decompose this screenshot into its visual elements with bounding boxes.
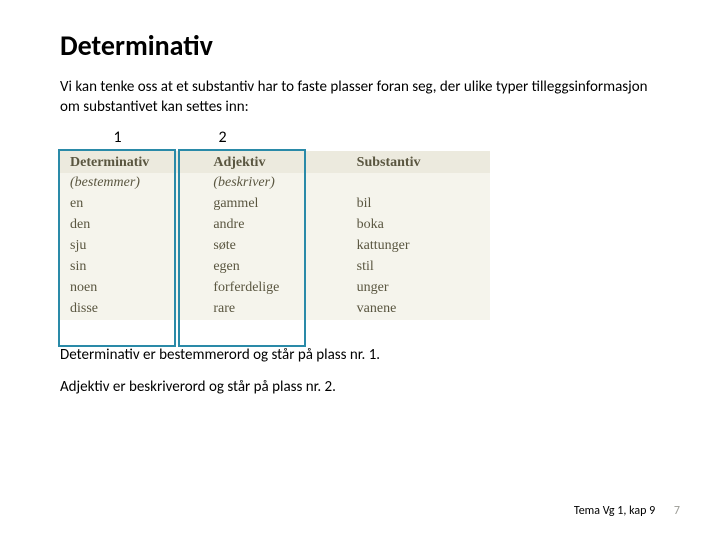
cell: kattunger <box>347 236 490 257</box>
table-row: sin egen stil <box>60 257 490 278</box>
cell: forferdelige <box>203 278 346 299</box>
table-desc-row: (bestemmer) (beskriver) <box>60 173 490 194</box>
note-2: Adjektiv er beskriverord og står på plas… <box>60 378 660 396</box>
cell: egen <box>203 257 346 278</box>
table-row: noen forferdelige unger <box>60 278 490 299</box>
intro-text: Vi kan tenke oss at et substantiv har to… <box>60 77 660 118</box>
footer: Tema Vg 1, kap 9 7 <box>574 504 680 518</box>
cell: bil <box>347 194 490 215</box>
table-row: den andre boka <box>60 215 490 236</box>
header-determinativ: Determinativ <box>60 151 203 173</box>
cell: stil <box>347 257 490 278</box>
cell: søte <box>203 236 346 257</box>
cell: disse <box>60 299 203 320</box>
table-header-row: Determinativ Adjektiv Substantiv <box>60 151 490 173</box>
note-1: Determinativ er bestemmerord og står på … <box>60 346 660 364</box>
grammar-table-wrap: Determinativ Adjektiv Substantiv (bestem… <box>60 151 490 320</box>
footer-ref: Tema Vg 1, kap 9 <box>574 504 655 518</box>
cell: sju <box>60 236 203 257</box>
column-numbers: 1 2 <box>60 128 660 147</box>
cell: noen <box>60 278 203 299</box>
cell: rare <box>203 299 346 320</box>
number-1: 1 <box>60 128 165 147</box>
header-substantiv: Substantiv <box>347 151 490 173</box>
cell: andre <box>203 215 346 236</box>
footer-page: 7 <box>674 504 680 518</box>
page-title: Determinativ <box>60 28 660 63</box>
cell: en <box>60 194 203 215</box>
desc-substantiv <box>347 173 490 194</box>
table-row: disse rare vanene <box>60 299 490 320</box>
desc-determinativ: (bestemmer) <box>60 173 203 194</box>
header-adjektiv: Adjektiv <box>203 151 346 173</box>
table-row: en gammel bil <box>60 194 490 215</box>
table-row: sju søte kattunger <box>60 236 490 257</box>
grammar-table: Determinativ Adjektiv Substantiv (bestem… <box>60 151 490 320</box>
cell: unger <box>347 278 490 299</box>
cell: den <box>60 215 203 236</box>
cell: sin <box>60 257 203 278</box>
number-2: 2 <box>165 128 270 147</box>
desc-adjektiv: (beskriver) <box>203 173 346 194</box>
cell: gammel <box>203 194 346 215</box>
cell: boka <box>347 215 490 236</box>
cell: vanene <box>347 299 490 320</box>
